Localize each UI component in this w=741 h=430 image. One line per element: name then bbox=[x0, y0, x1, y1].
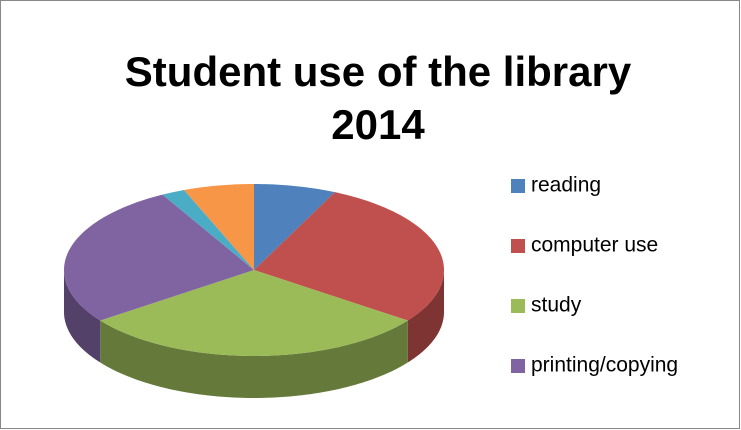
pie-side bbox=[100, 320, 408, 398]
legend-swatch bbox=[511, 179, 525, 193]
pie-slice bbox=[162, 190, 254, 270]
legend-label: computer use bbox=[531, 234, 658, 257]
pie-slice bbox=[254, 184, 335, 270]
chart-title: Student use of the library bbox=[125, 48, 632, 95]
pie-slice bbox=[100, 270, 408, 356]
legend-label: printing/copying bbox=[531, 354, 678, 377]
pie-slice bbox=[184, 184, 254, 270]
legend-swatch bbox=[511, 299, 525, 313]
pie-side bbox=[407, 270, 444, 363]
chart-subtitle: 2014 bbox=[331, 101, 425, 148]
pie-slice bbox=[64, 194, 254, 321]
legend-swatch bbox=[511, 359, 525, 373]
legend-label: study bbox=[531, 294, 582, 317]
legend-swatch bbox=[511, 239, 525, 253]
legend-label: reading bbox=[531, 174, 601, 197]
pie-side bbox=[64, 270, 101, 363]
pie-slice bbox=[254, 192, 444, 321]
